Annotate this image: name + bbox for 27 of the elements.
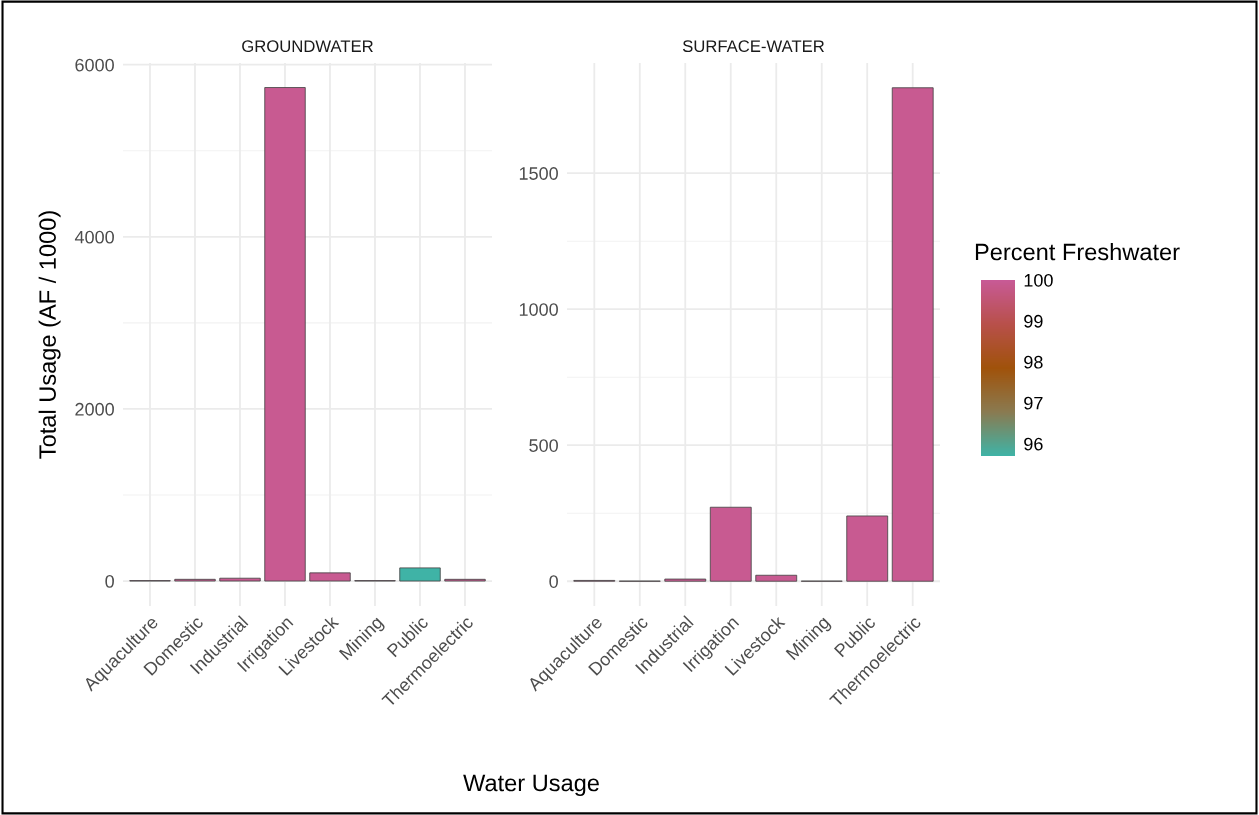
color-bar-label: 98 [1024, 355, 1043, 369]
chart-title: GROUNDWATER [242, 40, 373, 53]
y-tick-label: 0 [549, 575, 558, 588]
color-bar-label: 96 [1024, 437, 1043, 451]
bar [755, 574, 798, 582]
bar [664, 578, 707, 582]
bar [219, 577, 261, 582]
bar [399, 567, 441, 582]
y-tick-label: 500 [529, 439, 558, 452]
y-tick-label: 4000 [74, 230, 114, 244]
bar [709, 506, 752, 582]
color-bar-label: 100 [1024, 273, 1053, 287]
y-tick-label: 2000 [75, 402, 114, 416]
bar [846, 515, 889, 582]
color-bar-label: 97 [1024, 396, 1043, 410]
x-axis-title: Water Usage [463, 774, 599, 797]
y-tick-label: 0 [105, 574, 114, 588]
color-bar-title: Percent Freshwater [975, 243, 1180, 261]
y-tick-label: 6000 [75, 58, 114, 72]
bar [264, 87, 306, 582]
y-axis-title: Total Usage (AF / 1000) [38, 211, 61, 459]
bar [309, 572, 351, 582]
y-tick-label: 1000 [519, 303, 558, 316]
y-tick-label: 1500 [519, 167, 558, 180]
chart-title: SURFACE-WATER [682, 40, 825, 53]
color-bar-label: 99 [1024, 314, 1043, 328]
bar [891, 87, 934, 582]
